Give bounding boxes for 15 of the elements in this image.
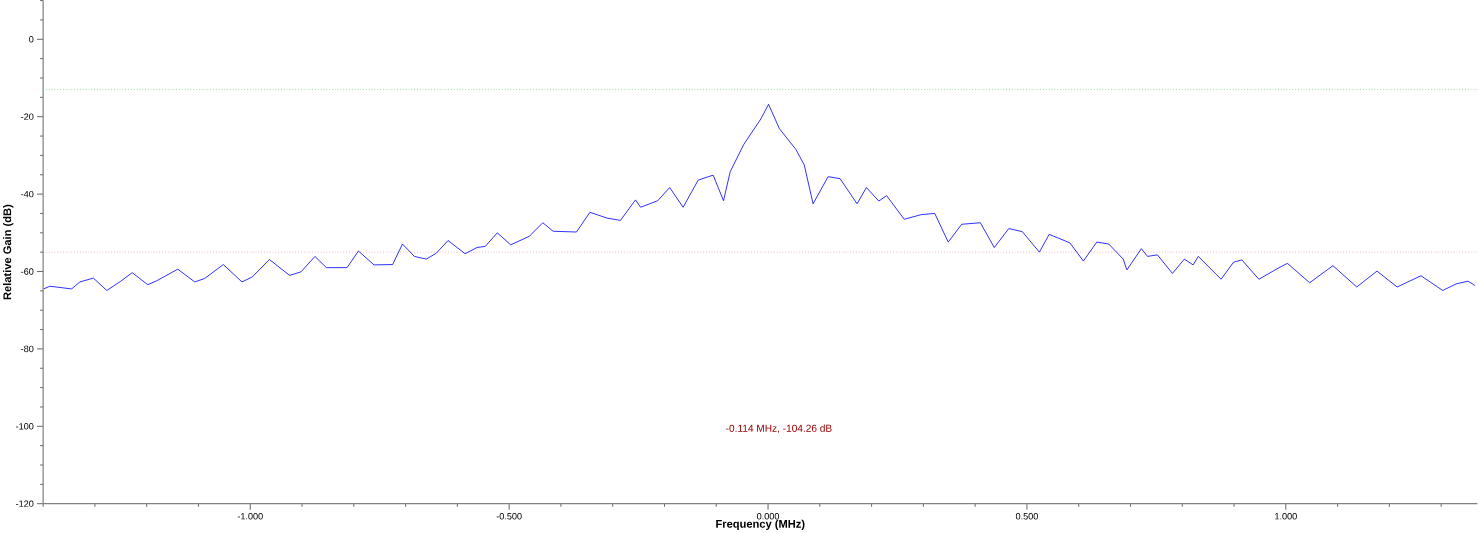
x-tick-label: -1.000 <box>237 513 263 520</box>
y-tick-label: -100 <box>16 423 34 430</box>
y-tick-label: -80 <box>21 345 34 353</box>
y-tick-label: -60 <box>21 268 34 275</box>
x-tick-label: 1.000 <box>1275 513 1297 520</box>
y-tick-label: -40 <box>21 190 34 198</box>
x-tick-label: -0.500 <box>496 513 522 520</box>
y-tick-label: -20 <box>21 113 34 120</box>
y-tick-label: 0 <box>29 36 34 43</box>
annotation: -0.114 MHz, -104.26 dB <box>726 424 832 434</box>
y-axis-title: Relative Gain (dB) <box>3 204 14 300</box>
x-tick-label: 0.500 <box>1015 513 1038 520</box>
x-axis-title: Frequency (MHz) <box>716 519 805 530</box>
y-tick-label: -120 <box>16 500 34 507</box>
x-tick-label: 0.000 <box>757 513 780 520</box>
